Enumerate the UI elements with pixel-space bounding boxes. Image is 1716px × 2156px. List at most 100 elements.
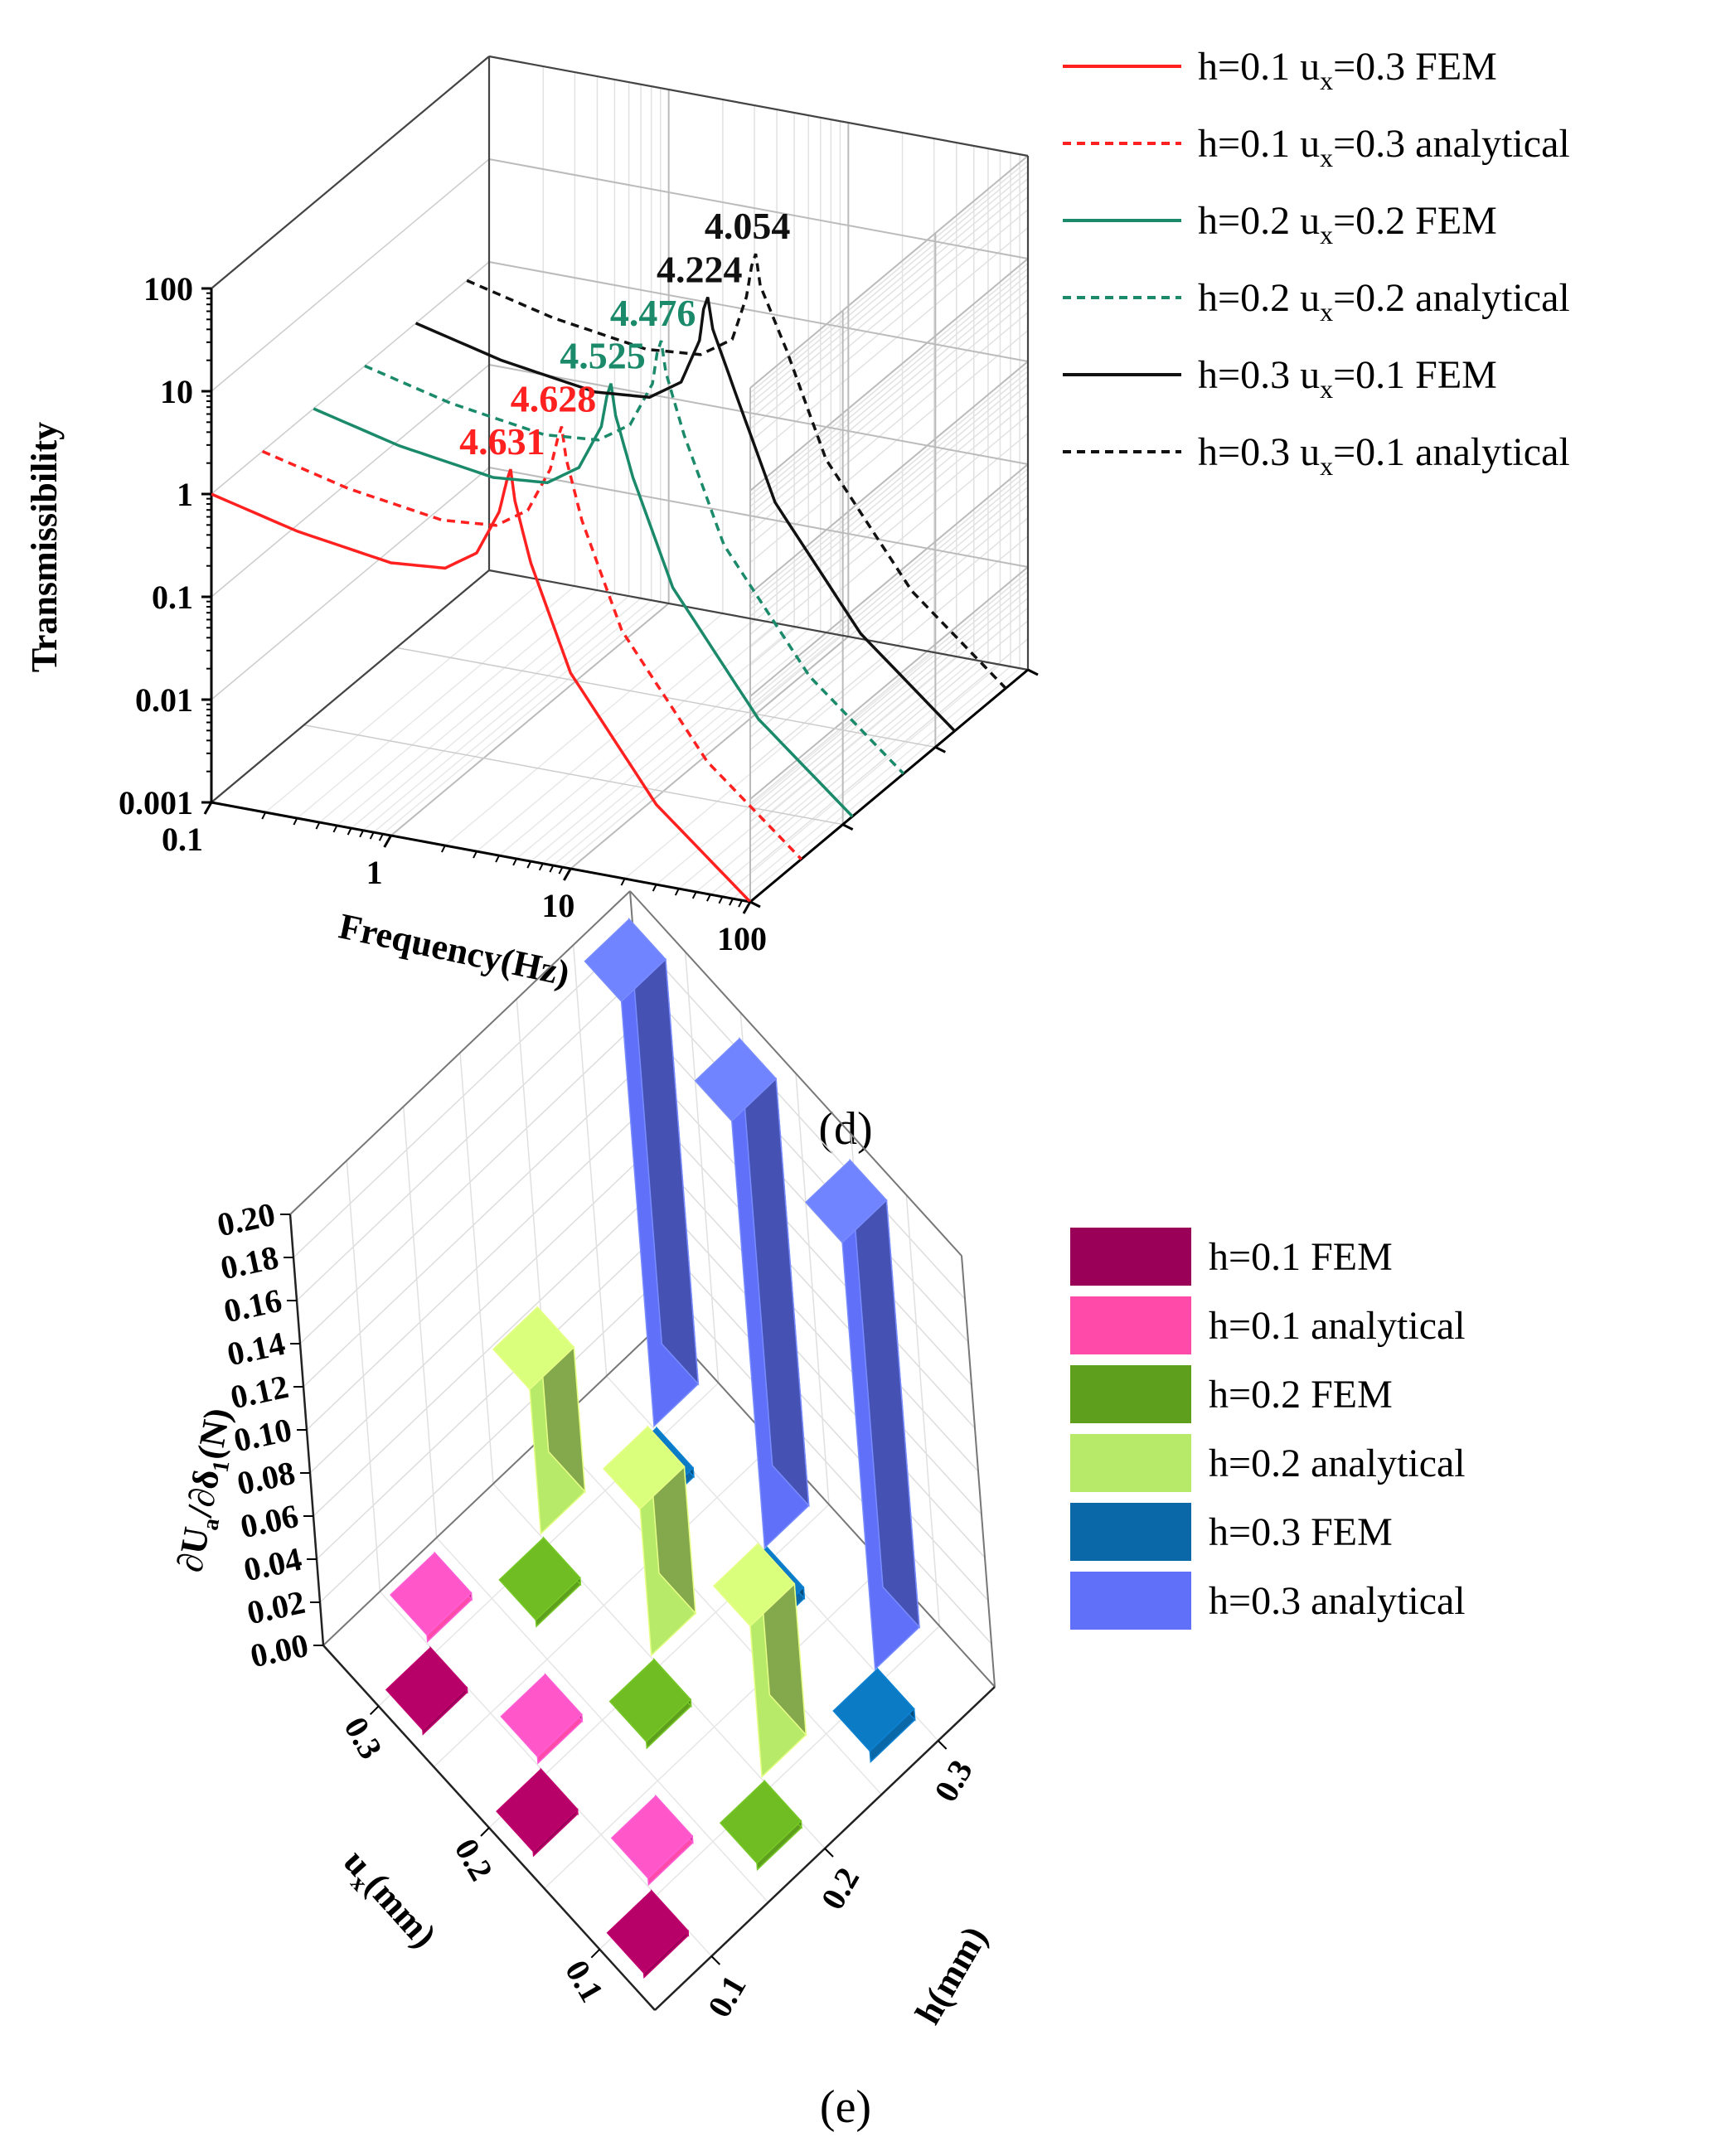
bar-face	[498, 1537, 581, 1621]
legend-pre: h=0.1 u	[1198, 122, 1320, 166]
x-tick-mark	[359, 830, 364, 838]
legend-sub: x	[1320, 65, 1333, 95]
y-tick-label: 0.1	[152, 579, 193, 616]
bar	[492, 1305, 586, 1535]
ux-tick-label: 0.2	[448, 1832, 501, 1887]
legend-entry: h=0.3 ux=0.1 analytical	[1198, 430, 1570, 481]
grid-minor	[710, 661, 989, 895]
legend-entry: h=0.3 ux=0.1 FEM	[1198, 353, 1497, 404]
x-tick-mark	[261, 812, 267, 820]
h-tick-mark	[824, 1848, 834, 1858]
grid-major	[749, 258, 1029, 492]
grid-minor	[749, 298, 1029, 532]
bar-face	[606, 1890, 689, 1974]
series-line	[211, 468, 752, 904]
grid-minor	[749, 209, 1029, 443]
grid-major	[749, 361, 1029, 594]
grid-minor	[318, 589, 598, 823]
series-line	[313, 383, 854, 818]
grid-minor	[749, 433, 1029, 666]
zlabel-unit: (N)	[189, 1405, 238, 1462]
grid-minor	[516, 626, 795, 860]
zlabel-sub1: a	[197, 1516, 225, 1532]
grid-minor	[552, 632, 831, 866]
grid-minor	[749, 576, 1029, 810]
x-axis	[211, 801, 751, 904]
grid-minor	[296, 585, 575, 819]
grid-line	[346, 1160, 381, 1592]
legend-swatch	[1069, 1226, 1193, 1287]
legend-post: =0.1 analytical	[1333, 430, 1570, 474]
grid-line	[402, 1106, 438, 1538]
grid-minor	[264, 579, 544, 813]
legend-pre: h=0.3 u	[1198, 353, 1320, 397]
ux-tick-label: 0.1	[558, 1954, 611, 2008]
legend-sub: x	[1320, 143, 1333, 172]
legend-entry: h=0.2 ux=0.2 analytical	[1198, 276, 1570, 327]
grid-minor	[373, 599, 652, 833]
bar	[584, 917, 700, 1427]
x-tick-mark	[473, 850, 477, 859]
grid-minor	[749, 171, 1029, 405]
bar	[498, 1536, 582, 1628]
grid-line	[795, 1073, 830, 1505]
grid-minor	[749, 274, 1029, 507]
legend-entry: h=0.2 ux=0.2 FEM	[1198, 199, 1497, 250]
x-tick-mark	[315, 821, 321, 830]
axis-frame	[289, 890, 631, 1215]
h-tick-label: 0.3	[927, 1753, 980, 1808]
legend-swatch	[1069, 1364, 1193, 1425]
h-tick-mark	[710, 1955, 721, 1965]
bar	[385, 1645, 468, 1736]
h-tick-label: 0.2	[813, 1861, 866, 1916]
legend-post: =0.2 FEM	[1333, 199, 1497, 243]
grid-minor	[749, 165, 1029, 399]
grid-minor	[749, 371, 1029, 604]
bar-face	[694, 1038, 778, 1122]
grid-minor	[749, 620, 1029, 854]
grid-minor	[749, 607, 1029, 841]
grid-minor	[749, 535, 1029, 769]
grid-minor	[749, 383, 1029, 618]
axis-frame	[629, 890, 962, 1257]
x-tick-label: 100	[717, 920, 767, 957]
series-line	[261, 426, 802, 860]
h-tick-label: 0.1	[700, 1969, 754, 2023]
grid-minor	[749, 280, 1029, 515]
grid-major	[488, 261, 1029, 362]
axis-frame	[322, 1321, 664, 1646]
ux-tick-mark	[369, 1705, 380, 1716]
panel-e-zlabel: ∂Ua/∂δ1(N)	[169, 1405, 244, 1576]
grid-major	[749, 155, 1029, 389]
y-tick-label: 100	[143, 270, 193, 308]
panel-d-curves	[211, 253, 1007, 904]
z-tick-label: 0.12	[227, 1368, 292, 1417]
zlabel-part1: ∂U	[169, 1524, 217, 1575]
peak-label: 4.631	[459, 420, 545, 463]
panel-e-legend: h=0.1 FEM h=0.1 analytical h=0.2 FEM h=0.2 …	[1069, 1226, 1466, 1631]
peak-label: 4.054	[705, 205, 791, 247]
legend-entry: h=0.2 FEM	[1209, 1373, 1393, 1417]
bar	[496, 1767, 579, 1858]
axis-frame	[662, 1321, 996, 1688]
bar	[694, 1036, 810, 1549]
grid-minor	[749, 376, 1029, 610]
axis-frame	[211, 56, 490, 289]
peak-label: 4.525	[560, 335, 646, 377]
bar	[712, 1542, 807, 1779]
bar	[719, 1779, 802, 1872]
x-tick-mark	[691, 891, 697, 899]
x-tick-mark	[718, 896, 724, 904]
grid-minor	[749, 479, 1029, 713]
grid-major	[488, 467, 1029, 568]
bar	[500, 1672, 584, 1765]
x-tick-mark	[729, 898, 734, 906]
legend-entry: h=0.3 FEM	[1209, 1510, 1393, 1554]
grid-minor	[749, 494, 1029, 728]
grid-minor	[749, 401, 1029, 635]
grid-line	[549, 1429, 882, 1795]
grid-minor	[749, 186, 1029, 419]
peak-label: 4.476	[610, 292, 696, 334]
grid-minor	[498, 623, 778, 856]
